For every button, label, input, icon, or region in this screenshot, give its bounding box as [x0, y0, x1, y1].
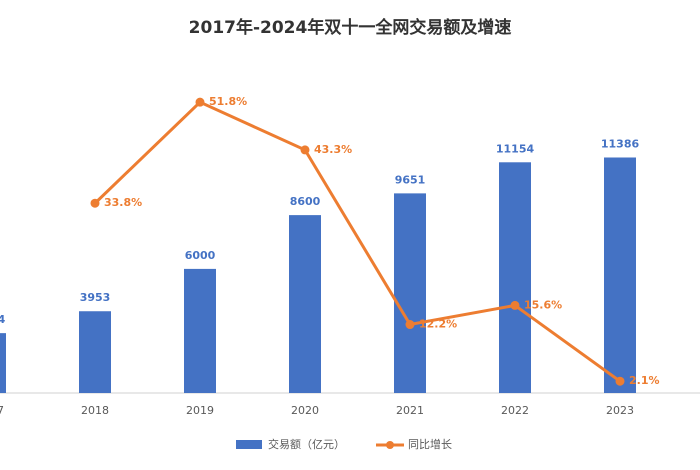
data-label: 51.8% [209, 95, 247, 108]
data-label: 12.2% [419, 318, 457, 331]
data-label: 43.3% [314, 143, 352, 156]
x-tick-label: 2019 [186, 404, 214, 417]
data-label: 6000 [185, 249, 216, 262]
bar [0, 333, 6, 393]
bar [184, 268, 216, 393]
line [93, 100, 621, 383]
bar [79, 311, 111, 393]
data-label: 8600 [290, 195, 321, 208]
point [405, 320, 415, 330]
legend-label: 交易额（亿元） [268, 437, 345, 451]
bar [394, 193, 426, 393]
x-tick-label: 2017 [0, 404, 4, 417]
data-label: 33.8% [104, 196, 142, 209]
data-label: 2894 [0, 313, 6, 326]
data-label: 11386 [601, 137, 640, 150]
data-label: 9651 [395, 173, 426, 186]
data-label: 3953 [80, 291, 111, 304]
x-tick-label: 2020 [291, 404, 319, 417]
x-tick-label: 2023 [606, 404, 634, 417]
legend-swatch [386, 441, 394, 449]
data-label: 11154 [496, 142, 535, 155]
legend-label: 同比增长 [408, 437, 452, 451]
point [510, 300, 520, 310]
x-tick-label: 2022 [501, 404, 529, 417]
point [90, 198, 100, 208]
bar [289, 215, 321, 393]
point [195, 97, 205, 107]
chart-title: 2017年-2024年双十一全网交易额及增速 [189, 17, 512, 38]
x-tick-label: 2021 [396, 404, 424, 417]
legend-swatch [236, 440, 262, 449]
bar [499, 162, 531, 393]
point [300, 145, 310, 155]
data-label: 2.1% [629, 374, 660, 387]
point [615, 376, 625, 386]
bar [604, 157, 636, 393]
data-label: 15.6% [524, 298, 562, 311]
x-tick-label: 2018 [81, 404, 109, 417]
